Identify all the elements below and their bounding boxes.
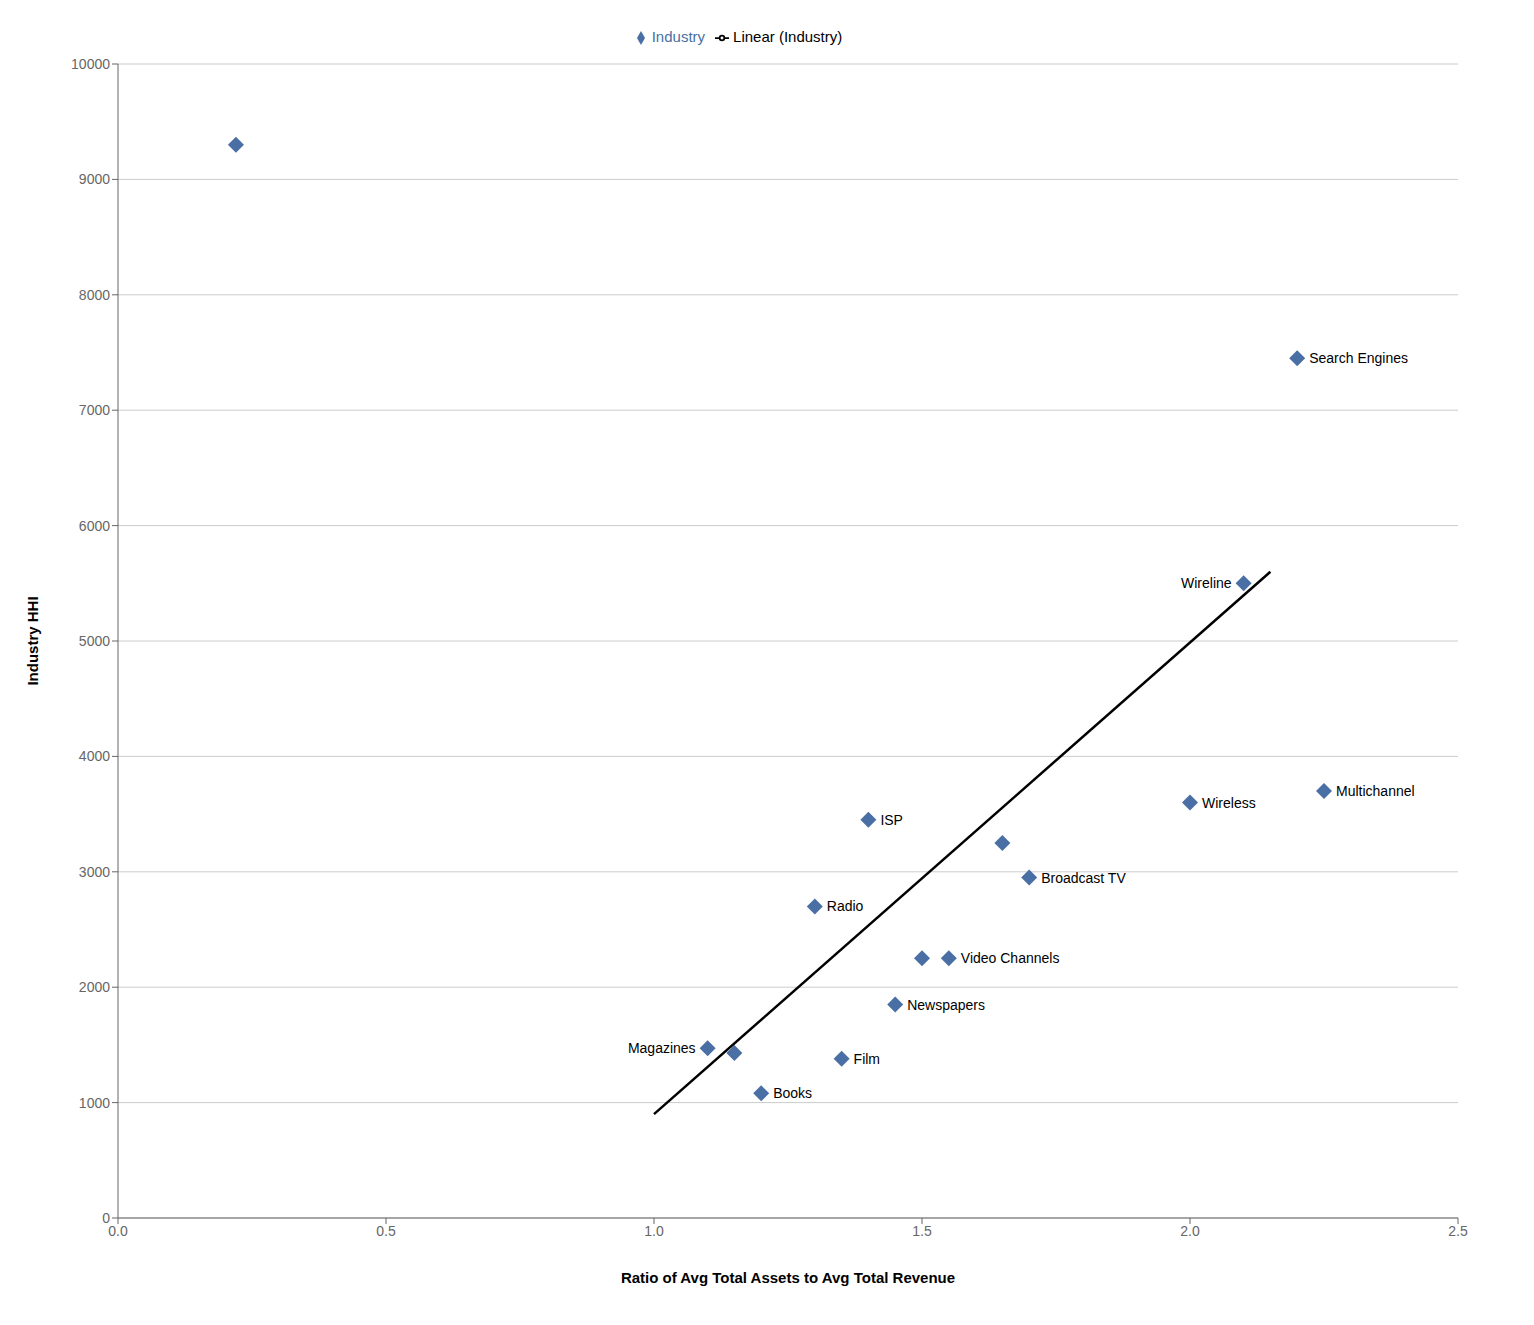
svg-text:7000: 7000 — [79, 402, 110, 418]
html-text:Linear (Industry): Linear (Industry) — [733, 28, 843, 45]
svg-text:4000: 4000 — [79, 748, 110, 764]
svg-text:2000: 2000 — [79, 979, 110, 995]
svg-text:3000: 3000 — [79, 864, 110, 880]
svg-text:8000: 8000 — [79, 287, 110, 303]
svg-text:Newspapers: Newspapers — [907, 997, 985, 1013]
svg-text:6000: 6000 — [79, 518, 110, 534]
svg-text:9000: 9000 — [79, 171, 110, 187]
svg-text:1000: 1000 — [79, 1095, 110, 1111]
svg-text:Wireless: Wireless — [1202, 795, 1256, 811]
svg-text:10000: 10000 — [71, 56, 110, 72]
svg-text:0: 0 — [102, 1210, 110, 1226]
svg-text:Wireline: Wireline — [1181, 575, 1232, 591]
html-text:Industry: Industry — [651, 28, 706, 45]
svg-text:Industry HHI: Industry HHI — [24, 596, 41, 685]
svg-text:0.5: 0.5 — [376, 1223, 396, 1239]
svg-text:Video Channels: Video Channels — [961, 950, 1060, 966]
svg-text:Books: Books — [773, 1085, 812, 1101]
svg-text:Ratio of Avg Total Assets to A: Ratio of Avg Total Assets to Avg Total R… — [621, 1269, 955, 1286]
svg-text:5000: 5000 — [79, 633, 110, 649]
svg-text:0.0: 0.0 — [108, 1223, 128, 1239]
svg-text:Multichannel: Multichannel — [1336, 783, 1415, 799]
svg-text:ISP: ISP — [880, 812, 903, 828]
svg-text:Broadcast TV: Broadcast TV — [1041, 870, 1126, 886]
svg-text:1.0: 1.0 — [644, 1223, 664, 1239]
svg-text:1.5: 1.5 — [912, 1223, 932, 1239]
svg-text:Film: Film — [854, 1051, 880, 1067]
svg-text:Search Engines: Search Engines — [1309, 350, 1408, 366]
svg-text:Radio: Radio — [827, 898, 864, 914]
svg-text:Magazines: Magazines — [628, 1040, 696, 1056]
svg-text:2.0: 2.0 — [1180, 1223, 1200, 1239]
svg-text:2.5: 2.5 — [1448, 1223, 1468, 1239]
